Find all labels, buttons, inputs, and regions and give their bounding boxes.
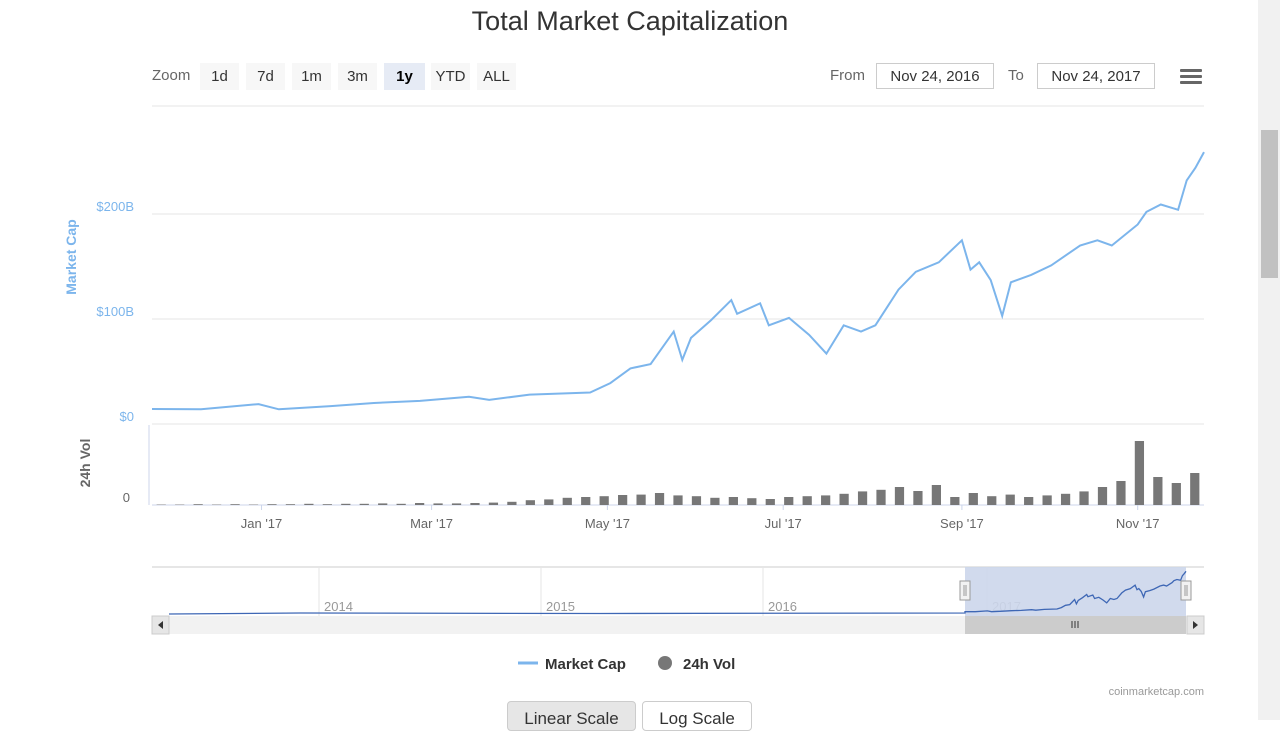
volume-bar [895, 487, 904, 505]
volume-bar [729, 497, 738, 505]
x-tick-label: Sep '17 [940, 516, 984, 531]
navigator-year-label: 2015 [546, 599, 575, 614]
navigator-left-handle[interactable] [960, 581, 970, 600]
volume-bar [581, 497, 590, 505]
volume-bar [692, 496, 701, 505]
volume-bar [378, 503, 387, 505]
volume-bar [1172, 483, 1181, 505]
volume-bar [950, 497, 959, 505]
legend-label: Market Cap [545, 656, 626, 673]
volume-bar [655, 493, 664, 505]
y-axis-title: Market Cap [63, 219, 79, 294]
volume-bar [507, 502, 516, 505]
volume-bar [987, 496, 996, 505]
volume-bar [563, 498, 572, 505]
x-tick-label: Mar '17 [410, 516, 453, 531]
vol-axis-title: 24h Vol [77, 439, 93, 488]
legend-item-volume[interactable]: 24h Vol [658, 656, 735, 673]
credit-link[interactable]: coinmarketcap.com [1109, 686, 1204, 698]
volume-bar [1061, 494, 1070, 505]
volume-bar [673, 495, 682, 505]
volume-bar [839, 494, 848, 505]
page-scrollbar-thumb[interactable] [1261, 130, 1278, 278]
volume-bar [636, 495, 645, 505]
x-tick-label: Jan '17 [241, 516, 283, 531]
volume-bar [415, 503, 424, 505]
page-scrollbar[interactable] [1258, 0, 1280, 720]
navigator-year-label: 2014 [324, 599, 353, 614]
volume-bar [766, 499, 775, 505]
navigator-right-handle[interactable] [1181, 581, 1191, 600]
linear-scale-button[interactable]: Linear Scale [507, 701, 636, 731]
volume-bar [489, 503, 498, 505]
y-tick-label: $200B [96, 199, 134, 214]
circle-legend-icon [658, 656, 672, 670]
volume-bar [526, 500, 535, 505]
volume-bar [544, 499, 553, 505]
x-tick-label: Jul '17 [765, 516, 802, 531]
volume-bar [784, 497, 793, 505]
market-cap-line [152, 152, 1204, 409]
volume-bar [803, 496, 812, 505]
x-tick-label: Nov '17 [1116, 516, 1160, 531]
volume-bar [710, 498, 719, 505]
volume-bar [194, 504, 203, 505]
volume-bar [286, 504, 295, 505]
navigator-selection[interactable] [965, 567, 1186, 616]
volume-bar [1190, 473, 1199, 505]
volume-bar [304, 504, 313, 505]
volume-bar [821, 495, 830, 505]
volume-bar [858, 491, 867, 505]
volume-bar [230, 504, 239, 505]
volume-bar [1024, 497, 1033, 505]
volume-bar [1153, 477, 1162, 505]
volume-bar [433, 503, 442, 505]
volume-bar [397, 504, 406, 505]
x-tick-label: May '17 [585, 516, 630, 531]
legend-label: 24h Vol [683, 656, 735, 673]
volume-bar [1098, 487, 1107, 505]
volume-bar [323, 504, 332, 505]
volume-bar [876, 490, 885, 505]
volume-bar [267, 504, 276, 505]
vol-tick-0: 0 [123, 490, 130, 505]
log-scale-button[interactable]: Log Scale [642, 701, 752, 731]
legend-item-market-cap[interactable]: Market Cap [518, 656, 626, 673]
volume-bar [969, 493, 978, 505]
volume-bar [1079, 491, 1088, 505]
y-tick-label: $100B [96, 304, 134, 319]
volume-bar [341, 504, 350, 505]
volume-bar [1043, 495, 1052, 505]
chart-area: $0 $100B $200B Market Cap 24h Vol 0 Jan '1… [0, 0, 1258, 720]
volume-bar [1135, 441, 1144, 505]
volume-bar [913, 491, 922, 505]
volume-bar [932, 485, 941, 505]
volume-bar [1006, 495, 1015, 505]
navigator-year-label: 2016 [768, 599, 797, 614]
volume-bar [360, 504, 369, 505]
volume-bar [600, 496, 609, 505]
volume-bar [452, 503, 461, 505]
volume-bar [1116, 481, 1125, 505]
volume-bar [747, 498, 756, 505]
y-tick-label: $0 [120, 409, 134, 424]
volume-bar [470, 503, 479, 505]
volume-bar [618, 495, 627, 505]
